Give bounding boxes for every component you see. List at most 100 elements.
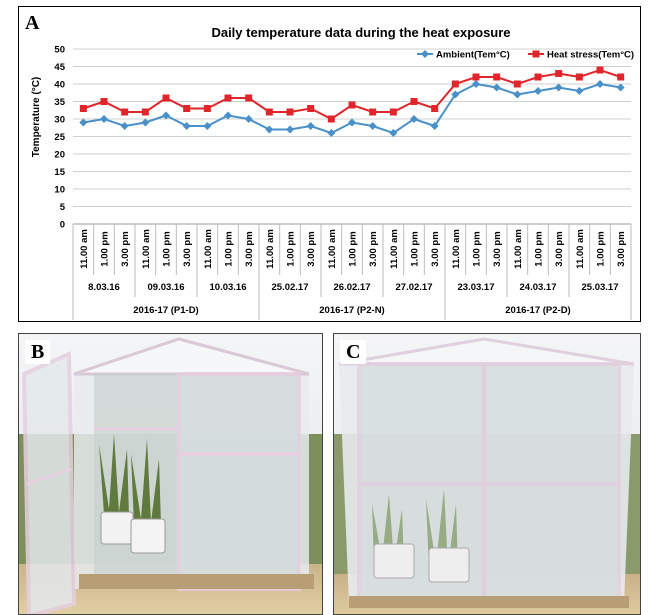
data-point [224, 111, 232, 120]
date-label: 24.03.17 [520, 282, 557, 293]
x-tick-label: 1.00 pm [100, 231, 111, 266]
x-tick-label: 11.00 am [575, 229, 586, 269]
date-label: 27.02.17 [396, 282, 433, 293]
data-point [286, 125, 294, 134]
data-point [596, 66, 604, 74]
data-point [554, 83, 563, 92]
data-point [79, 105, 87, 112]
data-point [369, 108, 377, 116]
data-point [451, 90, 460, 99]
y-tick-label: 30 [54, 115, 65, 126]
legend-marker [421, 50, 429, 58]
panel-label-a: A [25, 12, 40, 34]
x-tick-label: 1.00 pm [596, 231, 607, 266]
data-point [306, 122, 315, 130]
x-tick-label: 3.00 pm [182, 231, 193, 266]
data-point [79, 118, 88, 127]
data-point [286, 108, 294, 116]
date-label: 8.03.16 [88, 282, 120, 293]
period-label: 2016-17 (P2-D) [505, 305, 570, 316]
y-tick-label: 5 [60, 202, 66, 213]
data-point [244, 115, 253, 123]
x-tick-label: 3.00 pm [120, 231, 131, 266]
x-tick-label: 3.00 pm [554, 231, 565, 266]
x-tick-label: 11.00 am [203, 229, 214, 269]
data-point [182, 122, 191, 130]
data-point [389, 108, 397, 116]
data-point [307, 105, 315, 112]
x-axis: 11.00 am 1.00 pm 3.00 pm 11.00 am 1.00 pm 3.0… [72, 224, 632, 320]
x-tick-label: 1.00 pm [472, 231, 483, 266]
data-point [616, 83, 625, 92]
chart-title: Daily temperature data during the heat e… [211, 25, 510, 40]
period-label: 2016-17 (P1-D) [133, 305, 198, 316]
data-point [431, 105, 439, 112]
data-point [472, 73, 480, 81]
data-point [121, 108, 129, 116]
data-point [327, 115, 335, 123]
x-tick-label: 1.00 pm [410, 231, 421, 266]
x-tick-label: 3.00 pm [368, 231, 379, 266]
photo-c-closed-chamber: C [333, 333, 641, 615]
data-point [368, 122, 377, 130]
x-tick-label: 1.00 pm [348, 231, 359, 266]
data-point [141, 118, 150, 127]
data-point [224, 94, 232, 102]
legend-label: Ambient(Tem°C) [436, 50, 510, 61]
date-label: 25.02.17 [272, 282, 309, 293]
data-point [555, 70, 563, 77]
data-point [534, 73, 542, 81]
y-tick-label: 35 [54, 97, 65, 108]
date-label: 09.03.16 [148, 282, 185, 293]
x-tick-label: 1.00 pm [534, 231, 545, 266]
panel-a-chart: A Daily temperature data during the heat… [18, 6, 641, 322]
data-point [451, 80, 459, 88]
x-tick-label: 1.00 pm [162, 231, 173, 266]
x-tick-label: 11.00 am [265, 229, 276, 269]
data-point [575, 87, 584, 95]
x-tick-label: 11.00 am [451, 229, 462, 269]
x-tick-label: 1.00 pm [224, 231, 235, 266]
x-tick-label: 11.00 am [327, 229, 338, 269]
x-tick-label: 11.00 am [389, 229, 400, 269]
data-point [348, 118, 356, 127]
date-label: 10.03.16 [210, 282, 247, 293]
data-point [513, 80, 521, 88]
data-point [534, 87, 542, 95]
grid-lines [73, 48, 631, 225]
y-tick-label: 20 [54, 150, 65, 161]
data-point [513, 90, 522, 99]
y-tick-label: 15 [54, 167, 65, 178]
data-point [327, 129, 336, 137]
data-point [389, 129, 398, 137]
data-point [348, 101, 356, 109]
data-point [430, 122, 439, 130]
y-tick-label: 0 [60, 220, 65, 231]
series-ambient [79, 80, 625, 137]
x-tick-label: 1.00 pm [286, 231, 297, 266]
temperature-chart: A Daily temperature data during the heat… [25, 12, 634, 320]
data-point [410, 98, 418, 105]
data-point [410, 115, 418, 123]
x-tick-label: 3.00 pm [306, 231, 317, 266]
data-point [100, 115, 108, 123]
data-point [492, 83, 501, 92]
data-point [493, 73, 501, 81]
x-tick-label: 11.00 am [513, 229, 524, 269]
data-point [265, 125, 274, 134]
date-label: 23.03.17 [458, 282, 495, 293]
x-tick-label: 3.00 pm [244, 231, 255, 266]
y-axis-label: Temperature (°C) [31, 77, 42, 158]
date-label: 25.03.17 [582, 282, 619, 293]
x-tick-label: 3.00 pm [616, 231, 627, 266]
data-point [617, 73, 625, 81]
data-point [575, 73, 583, 81]
y-tick-label: 25 [54, 132, 65, 143]
data-point [141, 108, 149, 116]
y-tick-label: 10 [54, 185, 65, 196]
data-point [183, 105, 191, 112]
legend-marker [532, 50, 540, 58]
data-point [162, 94, 170, 102]
data-point [472, 80, 480, 88]
data-point [203, 122, 212, 130]
